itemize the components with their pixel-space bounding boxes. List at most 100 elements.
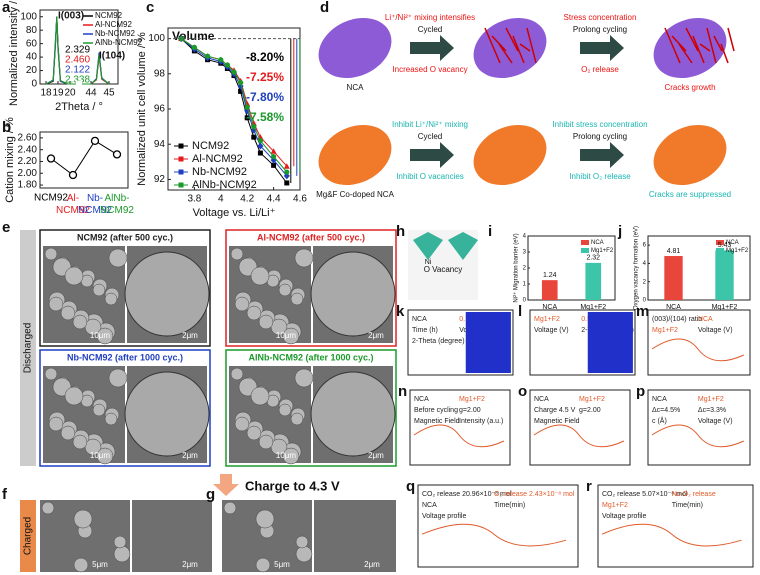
micrograph bbox=[314, 500, 396, 572]
scale-bar: 10μm bbox=[276, 451, 297, 460]
note: Cycled bbox=[418, 25, 442, 34]
x-tick-label: 4 bbox=[218, 194, 224, 205]
x-tick-label: 4.2 bbox=[240, 194, 254, 205]
panel-label: m bbox=[636, 303, 649, 320]
marker bbox=[244, 104, 250, 110]
grain bbox=[64, 386, 84, 406]
panel-label: p bbox=[636, 383, 645, 400]
y-tick-label: 96 bbox=[154, 104, 166, 115]
grain bbox=[255, 557, 271, 573]
y-tick-label: 0 bbox=[523, 298, 527, 304]
x-tick-label: AlNb-NCM92 bbox=[100, 193, 134, 216]
plot-frame bbox=[409, 389, 511, 466]
grain bbox=[258, 434, 274, 450]
note: Δc=3.3% bbox=[698, 407, 726, 414]
marker bbox=[224, 62, 230, 68]
legend-marker bbox=[178, 143, 184, 149]
marker bbox=[205, 53, 211, 59]
grain bbox=[44, 247, 58, 261]
legend-label: AlNb-NCM92 bbox=[192, 179, 257, 191]
y-tick-label: 4 bbox=[643, 261, 647, 267]
plot-frame bbox=[647, 389, 751, 466]
x-tick-label: NCM92 bbox=[34, 193, 68, 204]
annotation: I(104) bbox=[99, 51, 125, 62]
series-line bbox=[45, 16, 110, 85]
grain bbox=[104, 412, 118, 426]
grain bbox=[60, 425, 76, 441]
x-tick-label: 44 bbox=[85, 88, 97, 99]
x-tick-label: 4.6 bbox=[293, 194, 307, 205]
crack bbox=[526, 27, 537, 64]
grain bbox=[104, 292, 118, 306]
grain bbox=[223, 501, 237, 515]
scale-bar: 10μm bbox=[276, 331, 297, 340]
trace bbox=[413, 424, 505, 448]
panel-label: j bbox=[617, 223, 622, 240]
panel-label: i bbox=[488, 223, 492, 240]
plot-frame bbox=[417, 484, 579, 568]
legend-label: Nb-NCM92 bbox=[95, 29, 136, 38]
x-tick-label: 20 bbox=[64, 88, 76, 99]
legend-swatch bbox=[716, 240, 724, 245]
octahedron bbox=[448, 232, 478, 260]
x-tick-label: Al-NCM92 bbox=[56, 193, 90, 216]
bar bbox=[541, 280, 558, 300]
particle-section bbox=[124, 371, 210, 457]
panel-label: h bbox=[396, 223, 405, 240]
particle bbox=[653, 124, 727, 186]
note: Prolong cycling bbox=[573, 132, 627, 141]
crack bbox=[685, 27, 699, 52]
note: Cycled bbox=[418, 132, 442, 141]
legend-swatch bbox=[581, 248, 589, 253]
marker bbox=[283, 163, 290, 169]
note: Prolong cycling bbox=[573, 25, 627, 34]
scale-bar: 2μm bbox=[364, 560, 380, 569]
value-label: 1.24 bbox=[543, 272, 557, 279]
note: O₂ release bbox=[581, 65, 619, 74]
marker bbox=[257, 142, 264, 150]
series-line bbox=[50, 140, 118, 176]
legend-label: Al-NCM92 bbox=[95, 20, 132, 29]
x-tick-label: Nb-NCM92 bbox=[78, 193, 112, 216]
y-tick-label: 4 bbox=[523, 234, 527, 240]
marker bbox=[68, 170, 78, 180]
note: Time(min) bbox=[672, 502, 703, 509]
marker bbox=[270, 148, 277, 154]
x-tick-label: 3.8 bbox=[187, 194, 201, 205]
grain bbox=[234, 416, 250, 432]
crack bbox=[491, 35, 507, 52]
grain bbox=[295, 535, 309, 549]
crack bbox=[498, 43, 513, 64]
marker bbox=[284, 169, 290, 175]
note: Increased O vacancy bbox=[392, 65, 467, 74]
panel-label: a bbox=[2, 0, 11, 16]
grain bbox=[250, 266, 270, 286]
panel-label: c bbox=[146, 0, 154, 16]
y-tick-label: 0 bbox=[643, 298, 647, 304]
value-label: 2.32 bbox=[586, 255, 600, 262]
grain bbox=[108, 248, 128, 268]
axis-break bbox=[76, 81, 82, 87]
y-tick-label: 20 bbox=[26, 65, 38, 76]
note: Time (h) bbox=[412, 327, 438, 334]
note: Inhibit stress concentration bbox=[552, 120, 647, 129]
grain bbox=[278, 403, 292, 417]
y-tick-label: 100 bbox=[20, 11, 37, 22]
arrow bbox=[580, 142, 624, 168]
note: O₂ release 2.43×10⁻⁸ mol bbox=[494, 491, 575, 498]
side-tab bbox=[20, 500, 36, 572]
panel-label: g bbox=[206, 486, 215, 503]
grain bbox=[258, 314, 274, 330]
plot-frame bbox=[529, 389, 631, 466]
grain bbox=[246, 425, 262, 441]
note: (003)/(104) ratio bbox=[652, 316, 702, 323]
scale-bar: 2μm bbox=[368, 451, 384, 460]
plot-frame bbox=[407, 309, 514, 376]
note: Mg1+F2 bbox=[534, 316, 560, 323]
arrow bbox=[580, 35, 624, 61]
grain bbox=[250, 386, 270, 406]
crack bbox=[484, 27, 501, 64]
grain bbox=[108, 368, 128, 388]
y-axis-label: Normalized intensity / % bbox=[8, 0, 20, 106]
ratio-label: 2.122 bbox=[65, 65, 90, 76]
